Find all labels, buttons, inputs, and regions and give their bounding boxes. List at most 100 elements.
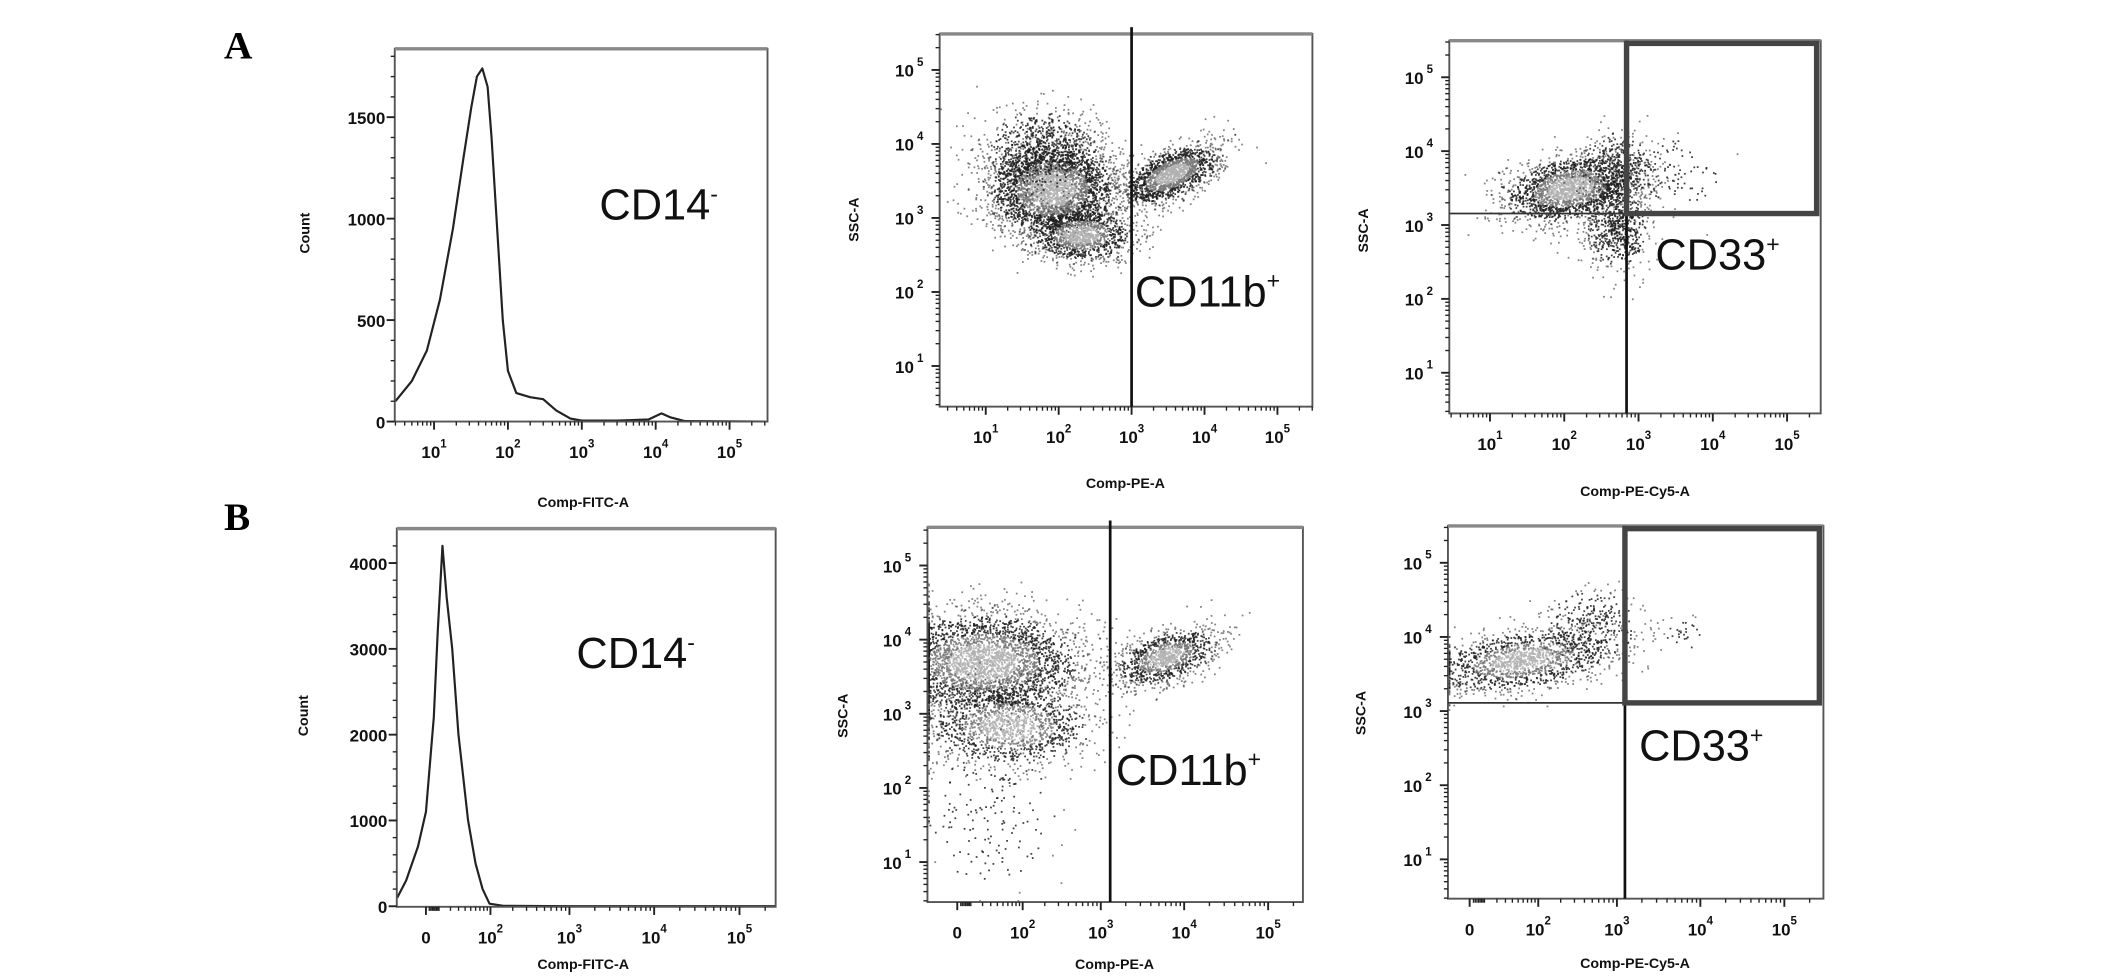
event-dot [999, 217, 1001, 220]
event-dot [1033, 222, 1035, 225]
event-dot [1075, 236, 1078, 239]
event-dot [1066, 176, 1069, 179]
event-dot [1075, 140, 1077, 143]
event-dot [1073, 269, 1075, 272]
event-dot [1050, 211, 1053, 213]
event-dot [1033, 152, 1036, 154]
event-dot [993, 212, 996, 215]
event-dot [1028, 226, 1031, 229]
event-dot [1074, 234, 1077, 237]
event-dot [1107, 242, 1110, 244]
event-dot [1068, 253, 1071, 256]
event-dot [1102, 174, 1105, 177]
event-dot [1110, 203, 1113, 206]
event-dot [1048, 209, 1050, 211]
event-dot [1052, 164, 1055, 167]
event-dot [1010, 198, 1012, 201]
event-dot [1053, 225, 1056, 228]
event-dot [1062, 225, 1065, 228]
event-dot [1056, 189, 1058, 192]
event-dot [1102, 235, 1104, 238]
event-dot [1063, 237, 1066, 240]
event-dot [1107, 256, 1110, 258]
event-dot [990, 220, 992, 223]
event-dot [1067, 209, 1070, 212]
event-dot [1066, 234, 1069, 237]
event-dot [1111, 211, 1114, 214]
event-dot [1049, 212, 1052, 215]
event-dot [1012, 210, 1015, 212]
event-dot [1071, 147, 1074, 149]
event-dot [1051, 207, 1054, 210]
event-dot [1117, 252, 1120, 255]
event-dot [1107, 260, 1110, 263]
event-dot [1081, 235, 1084, 238]
event-dot [1115, 261, 1118, 264]
event-dot [1059, 186, 1061, 189]
event-dot [1095, 225, 1098, 228]
event-dot [1119, 170, 1121, 173]
event-dot [1124, 239, 1127, 242]
event-dot [994, 180, 997, 182]
event-dot [1031, 215, 1033, 217]
event-dot [1114, 236, 1116, 238]
event-dot [1055, 196, 1057, 199]
event-dot [1080, 177, 1083, 180]
event-dot [986, 167, 989, 169]
event-dot [1132, 222, 1135, 224]
event-dot [1051, 178, 1054, 181]
event-dot [1042, 246, 1044, 248]
event-dot [1114, 186, 1116, 189]
event-dot [1062, 222, 1065, 225]
event-dot [1099, 239, 1102, 241]
event-dot [1047, 126, 1050, 128]
event-dot [1107, 194, 1109, 196]
event-dot [1034, 189, 1037, 192]
event-dot [1004, 173, 1007, 176]
event-dot [1083, 251, 1086, 253]
event-dot [1073, 241, 1075, 244]
event-dot [1016, 197, 1019, 200]
event-dot [1065, 209, 1067, 211]
event-dot [1179, 184, 1182, 187]
event-dot [1121, 164, 1123, 166]
event-dot [1025, 243, 1027, 246]
event-dot [1044, 233, 1047, 235]
event-dot [1216, 170, 1219, 172]
event-dot [1048, 203, 1050, 205]
event-dot [1024, 248, 1026, 251]
event-dot [1056, 223, 1059, 226]
event-dot [1000, 153, 1003, 156]
event-dot [1079, 182, 1081, 185]
event-dot [1034, 178, 1037, 180]
event-dot [1087, 229, 1090, 231]
event-dot [1092, 157, 1094, 159]
event-dot [1022, 210, 1025, 213]
event-dot [1112, 235, 1115, 238]
event-dot [1007, 229, 1010, 232]
event-dot [1052, 225, 1055, 228]
event-dot [1063, 172, 1066, 174]
event-dot [1109, 219, 1112, 222]
event-dot [1066, 182, 1069, 184]
event-dot [978, 143, 981, 146]
event-dot [1056, 179, 1058, 182]
event-dot [1086, 172, 1089, 175]
event-dot [1089, 244, 1092, 247]
event-dot [1067, 241, 1069, 244]
event-dot [1044, 174, 1046, 177]
event-dot [1089, 137, 1092, 139]
event-dot [1052, 178, 1055, 181]
event-dot [987, 178, 990, 181]
event-dot [1081, 226, 1084, 229]
event-dot [1068, 151, 1070, 154]
event-dot [1077, 202, 1080, 205]
event-dot [1053, 174, 1056, 177]
event-dot [1067, 205, 1070, 208]
event-dot [1110, 234, 1113, 237]
event-dot [1105, 185, 1108, 188]
event-dot [1119, 219, 1122, 222]
event-dot [1073, 216, 1076, 218]
event-dot [1112, 220, 1115, 223]
event-dot [982, 185, 985, 188]
